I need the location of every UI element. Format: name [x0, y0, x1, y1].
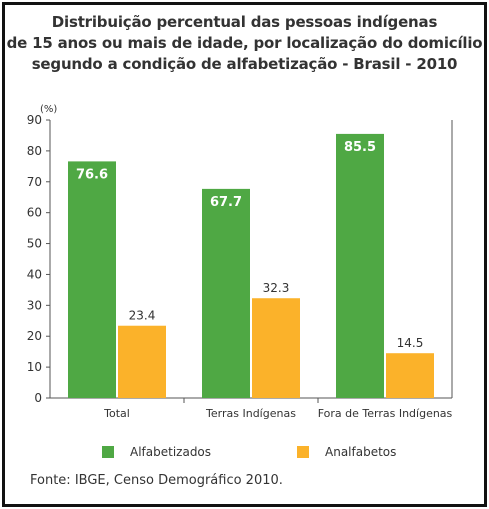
bar-analfabetos [386, 353, 434, 398]
data-label: 85.5 [344, 140, 376, 155]
data-label: 32.3 [263, 281, 290, 295]
data-label: 23.4 [129, 309, 156, 323]
chart-title-line-3: segundo a condição de alfabetização - Br… [31, 55, 458, 73]
legend-swatch-analfabetos [297, 446, 309, 458]
x-tick-label: Total [103, 407, 130, 420]
bar-analfabetos [118, 325, 166, 398]
x-tick-label: Terras Indígenas [205, 407, 296, 420]
y-tick-label: 90 [27, 113, 42, 127]
y-axis-label: (%) [40, 104, 57, 115]
legend-swatch-alfabetizados [102, 446, 114, 458]
legend-label-analfabetos: Analfabetos [325, 445, 397, 459]
y-tick-label: 50 [27, 237, 42, 251]
chart-legend: Alfabetizados Analfabetos [5, 445, 484, 463]
y-tick-label: 60 [27, 206, 42, 220]
bar-chart: 0 10 20 30 40 50 60 70 80 90(%) Total Terras Indíge… [27, 104, 453, 420]
legend-item-alfabetizados: Alfabetizados [102, 445, 211, 459]
data-label: 76.6 [76, 167, 108, 182]
y-tick-label: 30 [27, 298, 42, 312]
y-tick-label: 70 [27, 175, 42, 189]
chart-title-line-2: de 15 anos ou mais de idade, por localiz… [6, 34, 483, 52]
y-tick-label: 80 [27, 144, 42, 158]
legend-item-analfabetos: Analfabetos [297, 445, 396, 459]
legend-label-alfabetizados: Alfabetizados [130, 445, 212, 459]
y-tick-label: 20 [27, 329, 42, 343]
y-tick-label: 10 [27, 360, 42, 374]
data-label: 67.7 [210, 195, 242, 210]
y-tick-label: 40 [27, 267, 42, 281]
bar-alfabetizados [68, 161, 116, 398]
bar-analfabetos [252, 298, 300, 398]
chart-title-line-1: Distribuição percentual das pessoas indí… [51, 13, 438, 31]
x-tick-label: Fora de Terras Indígenas [318, 407, 453, 420]
bar-alfabetizados [202, 188, 250, 398]
y-tick-label: 0 [34, 391, 42, 405]
chart-source: Fonte: IBGE, Censo Demográfico 2010. [30, 473, 283, 488]
bar-alfabetizados [336, 133, 384, 398]
data-label: 14.5 [397, 336, 424, 350]
